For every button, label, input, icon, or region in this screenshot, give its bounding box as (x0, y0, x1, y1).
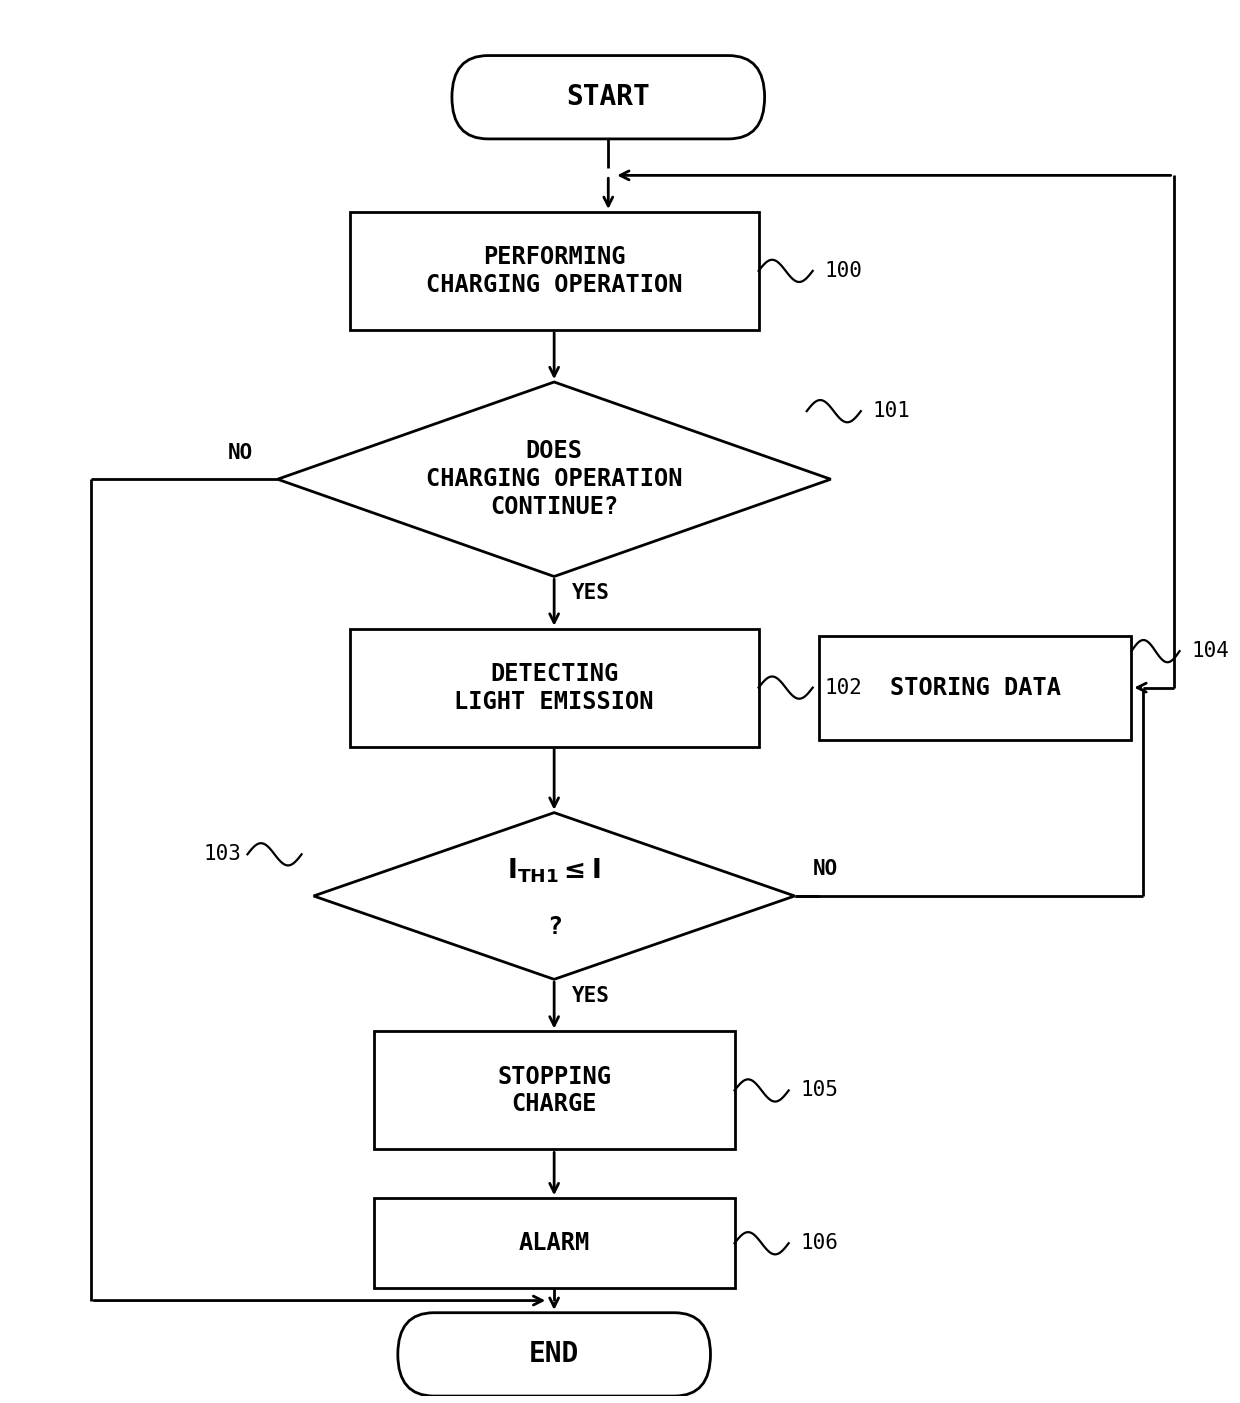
Text: END: END (529, 1340, 579, 1368)
Text: 104: 104 (1192, 641, 1229, 661)
Bar (350, 629, 759, 746)
Text: ALARM: ALARM (518, 1232, 590, 1256)
Bar (818, 636, 1131, 739)
Text: 101: 101 (873, 401, 910, 421)
Text: NO: NO (812, 859, 838, 880)
Text: START: START (567, 83, 650, 111)
Text: 103: 103 (203, 845, 242, 864)
Polygon shape (314, 812, 795, 979)
Text: ?: ? (547, 915, 562, 939)
FancyBboxPatch shape (451, 56, 765, 139)
Text: DOES
CHARGING OPERATION
CONTINUE?: DOES CHARGING OPERATION CONTINUE? (425, 439, 682, 519)
Text: 100: 100 (825, 261, 863, 281)
Text: PERFORMING
CHARGING OPERATION: PERFORMING CHARGING OPERATION (425, 246, 682, 297)
Polygon shape (278, 382, 831, 577)
Text: NO: NO (228, 442, 253, 463)
Bar (373, 1198, 734, 1288)
Bar (373, 1031, 734, 1149)
Text: DETECTING
LIGHT EMISSION: DETECTING LIGHT EMISSION (454, 662, 653, 714)
FancyBboxPatch shape (398, 1313, 711, 1396)
Text: $\mathbf{I_{TH1}{\leq}I}$: $\mathbf{I_{TH1}{\leq}I}$ (507, 857, 601, 885)
Text: 102: 102 (825, 678, 863, 697)
Text: 105: 105 (801, 1080, 838, 1100)
Text: YES: YES (572, 986, 610, 1006)
Text: YES: YES (572, 584, 610, 603)
Bar (350, 212, 759, 330)
Text: STORING DATA: STORING DATA (889, 676, 1060, 700)
Text: STOPPING
CHARGE: STOPPING CHARGE (497, 1065, 611, 1117)
Text: 106: 106 (801, 1233, 838, 1253)
